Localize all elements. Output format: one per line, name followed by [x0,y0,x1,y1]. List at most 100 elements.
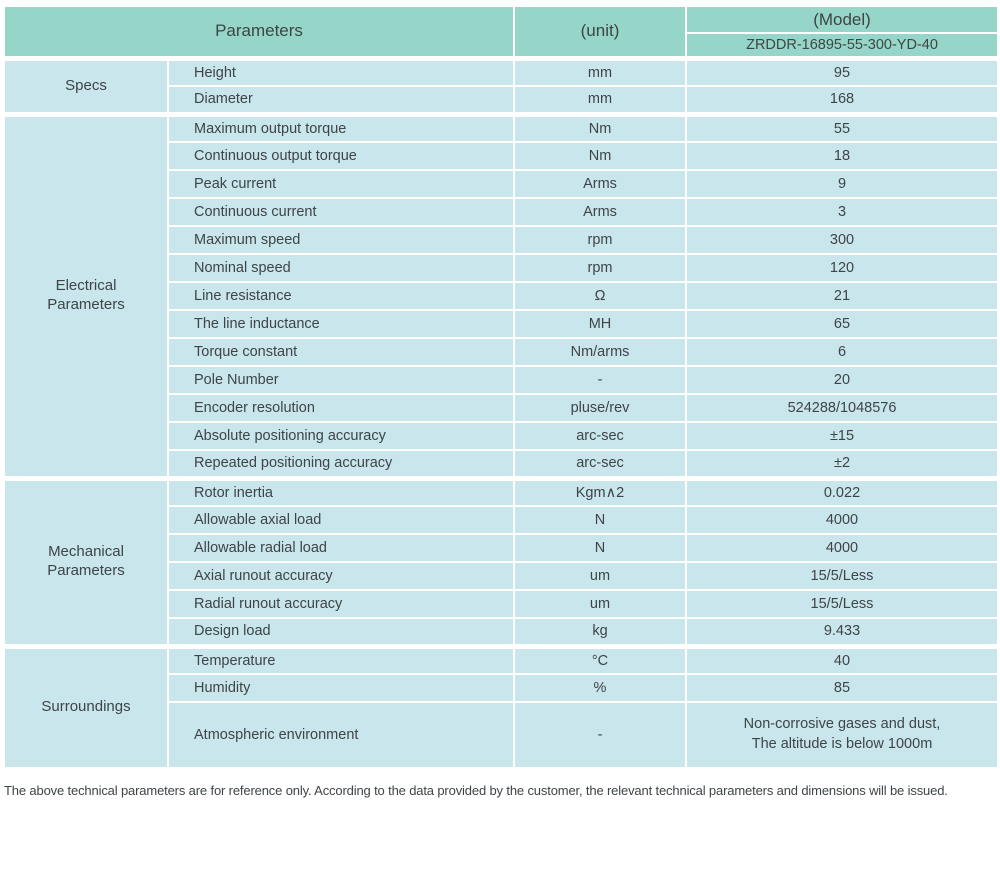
unit-cell: Arms [513,197,687,227]
param-cell: The line inductance [167,309,515,339]
param-cell: Repeated positioning accuracy [167,449,515,479]
unit-cell: °C [513,645,687,675]
value-cell: 9 [685,169,999,199]
table-row: Axial runout accuracy um 15/5/Less [4,561,999,591]
unit-cell: arc-sec [513,421,687,451]
section-mechanical-parameters: Mechanical Parameters Rotor inertia Kgm∧… [3,477,999,647]
param-cell: Radial runout accuracy [167,589,515,619]
model-header-cell: (Model) [685,5,999,34]
param-cell: Continuous output torque [167,141,515,171]
table-row: Absolute positioning accuracy arc-sec ±1… [4,421,999,451]
value-cell: 20 [685,365,999,395]
param-cell: Torque constant [167,337,515,367]
value-cell: 18 [685,141,999,171]
parameters-table: Parameters (unit) (Model) ZRDDR-16895-55… [3,5,999,769]
table-row: Allowable radial load N 4000 [4,533,999,563]
footer-note: The above technical parameters are for r… [4,783,948,798]
param-cell: Pole Number [167,365,515,395]
param-cell: Maximum output torque [167,113,515,143]
value-cell: Non-corrosive gases and dust, The altitu… [685,701,999,769]
value-cell: 524288/1048576 [685,393,999,423]
section-surroundings: Surroundings Temperature °C 40 Humidity … [3,645,999,769]
table-row: Humidity % 85 [4,673,999,703]
table-header: Parameters (unit) (Model) ZRDDR-16895-55… [3,5,999,59]
group-cell-electrical: Electrical Parameters [3,113,169,479]
model-value-cell: ZRDDR-16895-55-300-YD-40 [685,32,999,59]
value-cell: ±2 [685,449,999,479]
section-specs: Specs Height mm 95 Diameter mm 168 [3,57,999,115]
param-cell: Encoder resolution [167,393,515,423]
value-cell: 21 [685,281,999,311]
table-row: Radial runout accuracy um 15/5/Less [4,589,999,619]
param-cell: Humidity [167,673,515,703]
table-row: Design load kg 9.433 [4,617,999,647]
value-cell: 168 [685,85,999,115]
param-cell: Absolute positioning accuracy [167,421,515,451]
table-row: Pole Number - 20 [4,365,999,395]
table-row: Encoder resolution pluse/rev 524288/1048… [4,393,999,423]
group-cell-surroundings: Surroundings [3,645,169,769]
param-cell: Nominal speed [167,253,515,283]
unit-cell: rpm [513,253,687,283]
param-cell: Peak current [167,169,515,199]
param-cell: Rotor inertia [167,477,515,507]
unit-cell: N [513,533,687,563]
unit-cell: Nm [513,141,687,171]
param-cell: Continuous current [167,197,515,227]
param-cell: Allowable axial load [167,505,515,535]
table-row: Specs Height mm 95 [3,57,999,115]
unit-cell: rpm [513,225,687,255]
section-electrical-parameters: Electrical Parameters Maximum output tor… [3,113,999,479]
group-cell-specs: Specs [3,57,169,115]
spec-sheet: Parameters (unit) (Model) ZRDDR-16895-55… [3,5,999,798]
value-cell: 15/5/Less [685,589,999,619]
value-cell: 120 [685,253,999,283]
param-cell: Design load [167,617,515,647]
unit-cell: pluse/rev [513,393,687,423]
unit-cell: Nm [513,113,687,143]
table-row: Maximum speed rpm 300 [4,225,999,255]
unit-cell: mm [513,85,687,115]
param-cell: Axial runout accuracy [167,561,515,591]
value-cell: 95 [685,57,999,87]
group-cell-mechanical: Mechanical Parameters [3,477,169,647]
unit-cell: um [513,561,687,591]
header-row-2: ZRDDR-16895-55-300-YD-40 [4,32,999,59]
table-row: Electrical Parameters Maximum output tor… [3,113,999,479]
value-cell: 85 [685,673,999,703]
table-row: Continuous output torque Nm 18 [4,141,999,171]
param-cell: Line resistance [167,281,515,311]
param-cell: Maximum speed [167,225,515,255]
unit-cell: mm [513,57,687,87]
table-row: Torque constant Nm/arms 6 [4,337,999,367]
value-cell: 4000 [685,505,999,535]
table-row: Atmospheric environment - Non-corrosive … [4,701,999,769]
table-row: Diameter mm 168 [4,85,999,115]
table-row: Peak current Arms 9 [4,169,999,199]
unit-header-cell: (unit) [513,5,687,59]
unit-cell: Ω [513,281,687,311]
value-cell: 4000 [685,533,999,563]
table-row: The line inductance MH 65 [4,309,999,339]
unit-cell: Arms [513,169,687,199]
param-cell: Allowable radial load [167,533,515,563]
unit-cell: Kgm∧2 [513,477,687,507]
value-cell: 6 [685,337,999,367]
unit-cell: % [513,673,687,703]
value-cell: 9.433 [685,617,999,647]
unit-cell: N [513,505,687,535]
table-row: Allowable axial load N 4000 [4,505,999,535]
value-cell: 55 [685,113,999,143]
value-cell: 65 [685,309,999,339]
value-cell: ±15 [685,421,999,451]
header-row-1: Parameters (unit) (Model) [3,5,999,59]
table-row: Surroundings Temperature °C 40 [3,645,999,769]
table-row: Mechanical Parameters Rotor inertia Kgm∧… [3,477,999,647]
unit-cell: MH [513,309,687,339]
unit-cell: - [513,365,687,395]
table-row: Line resistance Ω 21 [4,281,999,311]
unit-cell: um [513,589,687,619]
unit-cell: - [513,701,687,769]
table-row: Repeated positioning accuracy arc-sec ±2 [4,449,999,479]
table-row: Nominal speed rpm 120 [4,253,999,283]
